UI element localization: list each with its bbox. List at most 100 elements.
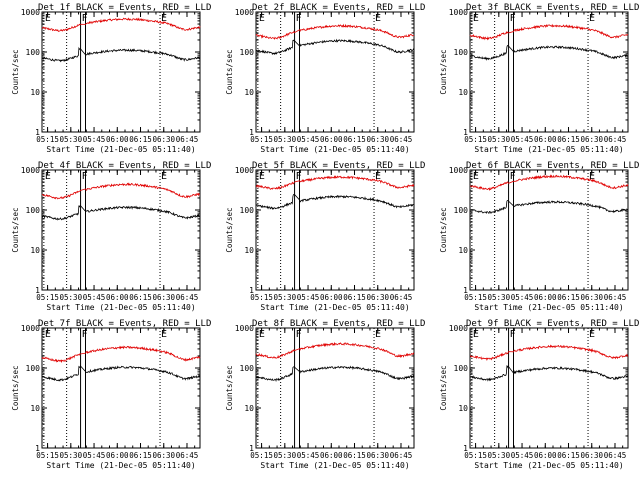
y-tick-label: 1 [35, 444, 40, 453]
y-tick-label: 1 [249, 286, 254, 295]
panel-title: Det 5f BLACK = Events, RED = LLD [252, 161, 425, 171]
plot-frame [469, 327, 629, 449]
y-tick-label: 10 [30, 88, 40, 97]
lld-series-line [470, 344, 629, 361]
x-tick-label: 06:00 [320, 451, 343, 460]
panel-det-4: Det 4f BLACK = Events, RED = LLD 1 10 100 10… [11, 161, 211, 312]
events-series-line [41, 46, 201, 63]
plot-frame [41, 11, 201, 133]
x-tick-label: 06:30 [580, 451, 603, 460]
panel-det-1: Det 1f BLACK = Events, RED = LLD 1 10 100 10… [11, 3, 211, 154]
x-tick-label: 06:15 [129, 451, 152, 460]
lld-series-line [41, 17, 201, 32]
y-axis-label: Counts/sec [225, 365, 234, 410]
x-tick-label: 05:30 [60, 135, 83, 144]
panel-title: Det 4f BLACK = Events, RED = LLD [38, 161, 211, 171]
y-tick-label: 10 [244, 404, 254, 413]
marker-label: E [589, 329, 595, 340]
y-tick-label: 1 [249, 128, 254, 137]
panel-title: Det 3f BLACK = Events, RED = LLD [466, 3, 639, 13]
y-axis-label: Counts/sec [11, 207, 20, 252]
x-tick-label: 06:30 [152, 293, 175, 302]
x-tick-label: 05:30 [274, 135, 297, 144]
lld-series-line [469, 174, 629, 191]
y-tick-label: 10 [458, 404, 468, 413]
x-tick-label: 06:30 [366, 293, 389, 302]
y-tick-label: 1 [35, 286, 40, 295]
y-axis-label: Counts/sec [439, 207, 448, 252]
marker-label: F [296, 171, 302, 182]
x-tick-label: 06:30 [580, 293, 603, 302]
y-tick-label: 1000 [21, 8, 40, 17]
marker-label: F [82, 171, 88, 182]
events-series-line [469, 200, 629, 215]
x-tick-label: 06:00 [320, 293, 343, 302]
plot-frame [469, 11, 629, 133]
plot-frame [469, 169, 629, 291]
y-tick-label: 100 [454, 364, 469, 373]
lld-series-line [255, 341, 415, 359]
y-tick-label: 1000 [449, 8, 468, 17]
x-tick-label: 06:15 [557, 451, 580, 460]
panel-title: Det 6f BLACK = Events, RED = LLD [466, 161, 639, 171]
y-tick-label: 10 [458, 88, 468, 97]
x-tick-label: 06:45 [176, 451, 199, 460]
y-tick-label: 100 [26, 364, 41, 373]
x-tick-label: 06:45 [390, 451, 413, 460]
y-tick-label: 1000 [235, 8, 254, 17]
x-tick-label: 06:45 [390, 293, 413, 302]
marker-label: F [510, 171, 516, 182]
x-tick-label: 06:45 [604, 135, 627, 144]
x-tick-label: 05:30 [274, 451, 297, 460]
x-tick-label: 05:15 [464, 451, 487, 460]
x-tick-label: 05:45 [511, 451, 534, 460]
y-tick-label: 100 [240, 48, 255, 57]
marker-label: F [510, 329, 516, 340]
x-tick-label: 05:30 [60, 293, 83, 302]
x-tick-label: 06:45 [604, 293, 627, 302]
panel-det-5: Det 5f BLACK = Events, RED = LLD 1 10 100 10… [225, 161, 425, 312]
panel-det-7: Det 7f BLACK = Events, RED = LLD 1 10 100 10… [11, 319, 211, 470]
x-tick-label: 05:45 [511, 293, 534, 302]
y-tick-label: 1 [463, 286, 468, 295]
events-series-line [41, 365, 201, 382]
x-tick-label: 06:15 [343, 293, 366, 302]
events-series-line [41, 205, 201, 221]
events-series-line [470, 364, 629, 382]
y-tick-label: 1000 [449, 166, 468, 175]
x-axis-label: Start Time (21-Dec-05 05:11:40) [474, 145, 623, 154]
x-tick-label: 06:45 [390, 135, 413, 144]
y-tick-label: 100 [26, 48, 41, 57]
x-axis-label: Start Time (21-Dec-05 05:11:40) [46, 145, 195, 154]
x-tick-label: 06:00 [534, 451, 557, 460]
plot-frame [255, 169, 415, 291]
x-axis-label: Start Time (21-Dec-05 05:11:40) [260, 461, 409, 470]
x-tick-label: 05:15 [36, 293, 59, 302]
x-tick-label: 06:45 [176, 293, 199, 302]
panel-title: Det 9f BLACK = Events, RED = LLD [466, 319, 639, 329]
plot-frame [255, 327, 415, 449]
y-tick-label: 100 [240, 206, 255, 215]
y-tick-label: 1000 [235, 166, 254, 175]
marker-label: E [45, 329, 51, 340]
x-tick-label: 06:30 [152, 451, 175, 460]
marker-label: E [589, 13, 595, 24]
marker-label: E [375, 329, 381, 340]
y-tick-label: 100 [240, 364, 255, 373]
y-axis-label: Counts/sec [225, 207, 234, 252]
x-tick-label: 05:45 [297, 135, 320, 144]
x-tick-label: 06:15 [129, 135, 152, 144]
x-tick-label: 06:00 [106, 135, 129, 144]
marker-label: F [82, 13, 88, 24]
panel-det-6: Det 6f BLACK = Events, RED = LLD 1 10 100 10… [439, 161, 639, 312]
marker-label: F [296, 13, 302, 24]
x-axis-label: Start Time (21-Dec-05 05:11:40) [260, 303, 409, 312]
x-tick-label: 06:00 [534, 135, 557, 144]
x-tick-label: 06:00 [320, 135, 343, 144]
x-tick-label: 05:45 [297, 451, 320, 460]
x-axis-label: Start Time (21-Dec-05 05:11:40) [474, 461, 623, 470]
panel-title: Det 1f BLACK = Events, RED = LLD [38, 3, 211, 13]
x-tick-label: 06:15 [557, 135, 580, 144]
x-tick-label: 05:30 [488, 451, 511, 460]
